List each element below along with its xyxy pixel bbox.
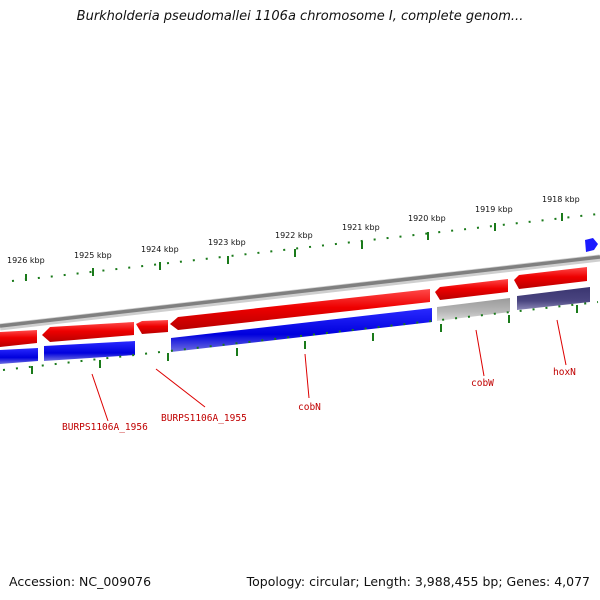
kbp-label: 1924 kbp (141, 245, 179, 254)
kbp-label: 1926 kbp (7, 256, 45, 265)
topology-text: Topology: circular; Length: 3,988,455 bp… (246, 574, 590, 589)
gene-feature (170, 289, 430, 330)
backbone-arc-core (0, 255, 600, 328)
gene-feature (0, 348, 38, 364)
gene-feature (437, 298, 510, 321)
outer-ruler-ticks (25, 213, 563, 281)
gene-feature (0, 330, 37, 347)
gene-feature (42, 322, 134, 342)
gene-label: BURPS1106A_1955 (161, 413, 247, 424)
gene-feature (171, 308, 432, 352)
accession-text: Accession: NC_009076 (9, 574, 152, 589)
kbp-label: 1921 kbp (342, 223, 380, 232)
outer-ruler: 1926 kbp 1925 kbp 1924 kbp 1923 kbp 1922… (7, 195, 599, 282)
gene-label: cobN (298, 402, 321, 413)
gene-label: hoxN (553, 367, 576, 378)
gene-feature (517, 287, 590, 310)
kbp-label: 1918 kbp (542, 195, 580, 204)
gene-feature (514, 267, 587, 289)
kbp-label: 1923 kbp (208, 238, 246, 247)
gene-label: BURPS1106A_1956 (62, 422, 148, 433)
kbp-label: 1925 kbp (74, 251, 112, 260)
gene-feature (435, 279, 508, 300)
inner-ruler-dots (2, 301, 599, 371)
map-title: Burkholderia pseudomallei 1106a chromoso… (76, 9, 524, 24)
gene-label: cobW (471, 378, 494, 389)
reverse-strand-genes (0, 287, 590, 364)
kbp-label: 1919 kbp (475, 205, 513, 214)
inner-ruler (2, 301, 599, 374)
gene-feature (44, 341, 135, 361)
inner-ruler-ticks (31, 305, 578, 374)
forward-strand-genes (0, 267, 587, 347)
blue-arrow-marker (585, 238, 598, 252)
callout-lines (91, 319, 567, 422)
kbp-label: 1920 kbp (408, 214, 446, 223)
gene-feature (136, 320, 168, 334)
kbp-label: 1922 kbp (275, 231, 313, 240)
